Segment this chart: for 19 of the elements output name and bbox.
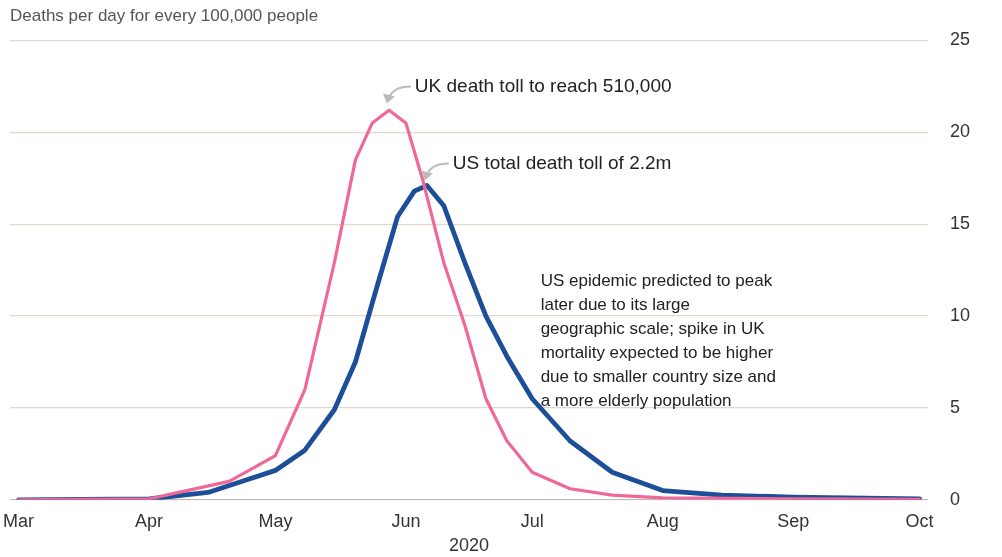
- y-tick-label: 5: [949, 396, 960, 417]
- x-tick-label: Sep: [777, 510, 810, 531]
- y-tick-label: 0: [949, 488, 960, 509]
- y-tick-label: 15: [949, 213, 971, 234]
- annotation: US total death toll of 2.2m: [452, 151, 672, 173]
- annotation: UK death toll to reach 510,000: [414, 74, 672, 96]
- chart-title: Deaths per day for every 100,000 people: [10, 5, 319, 25]
- y-tick-label: 20: [949, 121, 971, 142]
- x-tick-label: Apr: [135, 510, 164, 531]
- x-axis-title: 2020: [449, 535, 490, 556]
- annotation: US epidemic predicted to peak later due to its large geographic scale; spike in UK mortality expected to be higher due to smaller country size and a more elderly population: [540, 270, 776, 410]
- x-tick-label: May: [258, 510, 293, 531]
- y-tick-label: 10: [949, 305, 971, 326]
- x-tick-label: Mar: [3, 510, 35, 531]
- x-tick-label: Jul: [520, 510, 544, 531]
- x-tick-label: Jun: [391, 510, 421, 531]
- x-tick-label: Oct: [905, 510, 934, 531]
- x-tick-label: Aug: [646, 510, 679, 531]
- y-tick-label: 25: [949, 29, 971, 50]
